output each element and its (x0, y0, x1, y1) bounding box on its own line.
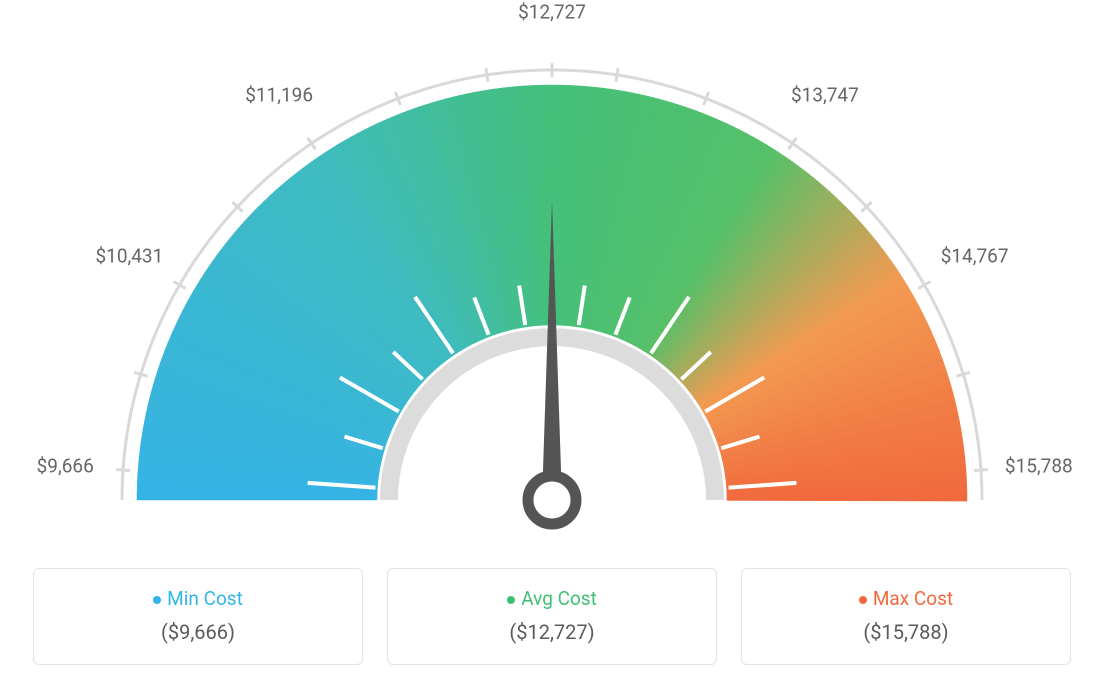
legend-value: ($9,666) (44, 620, 352, 644)
gauge-tick-label: $12,727 (518, 1, 586, 24)
gauge-tick-label: $10,431 (95, 245, 163, 268)
legend-row: Min Cost ($9,666) Avg Cost ($12,727) Max Cos… (0, 568, 1104, 665)
gauge-chart: $9,666 $10,431 $11,196 $12,727 $13,747 $14,76… (0, 0, 1104, 560)
legend-card: Min Cost ($9,666) (33, 568, 363, 665)
legend-label: Avg Cost (521, 587, 597, 610)
legend-card: Avg Cost ($12,727) (387, 568, 717, 665)
gauge-tick-label: $11,196 (245, 84, 313, 107)
gauge-svg (0, 0, 1104, 560)
legend-title: Min Cost (44, 587, 352, 610)
legend-card: Max Cost ($15,788) (741, 568, 1071, 665)
legend-value: ($12,727) (398, 620, 706, 644)
legend-dot-icon (153, 596, 161, 604)
gauge-tick-label: $15,788 (1005, 454, 1073, 477)
gauge-tick-label: $14,767 (941, 245, 1009, 268)
legend-dot-icon (507, 596, 515, 604)
legend-label: Min Cost (167, 587, 243, 610)
legend-value: ($15,788) (752, 620, 1060, 644)
legend-title: Max Cost (752, 587, 1060, 610)
gauge-tick-label: $13,747 (791, 84, 859, 107)
gauge-needle-base (528, 476, 576, 524)
legend-title: Avg Cost (398, 587, 706, 610)
legend-dot-icon (859, 596, 867, 604)
legend-label: Max Cost (873, 587, 953, 610)
gauge-tick-label: $9,666 (37, 454, 94, 477)
